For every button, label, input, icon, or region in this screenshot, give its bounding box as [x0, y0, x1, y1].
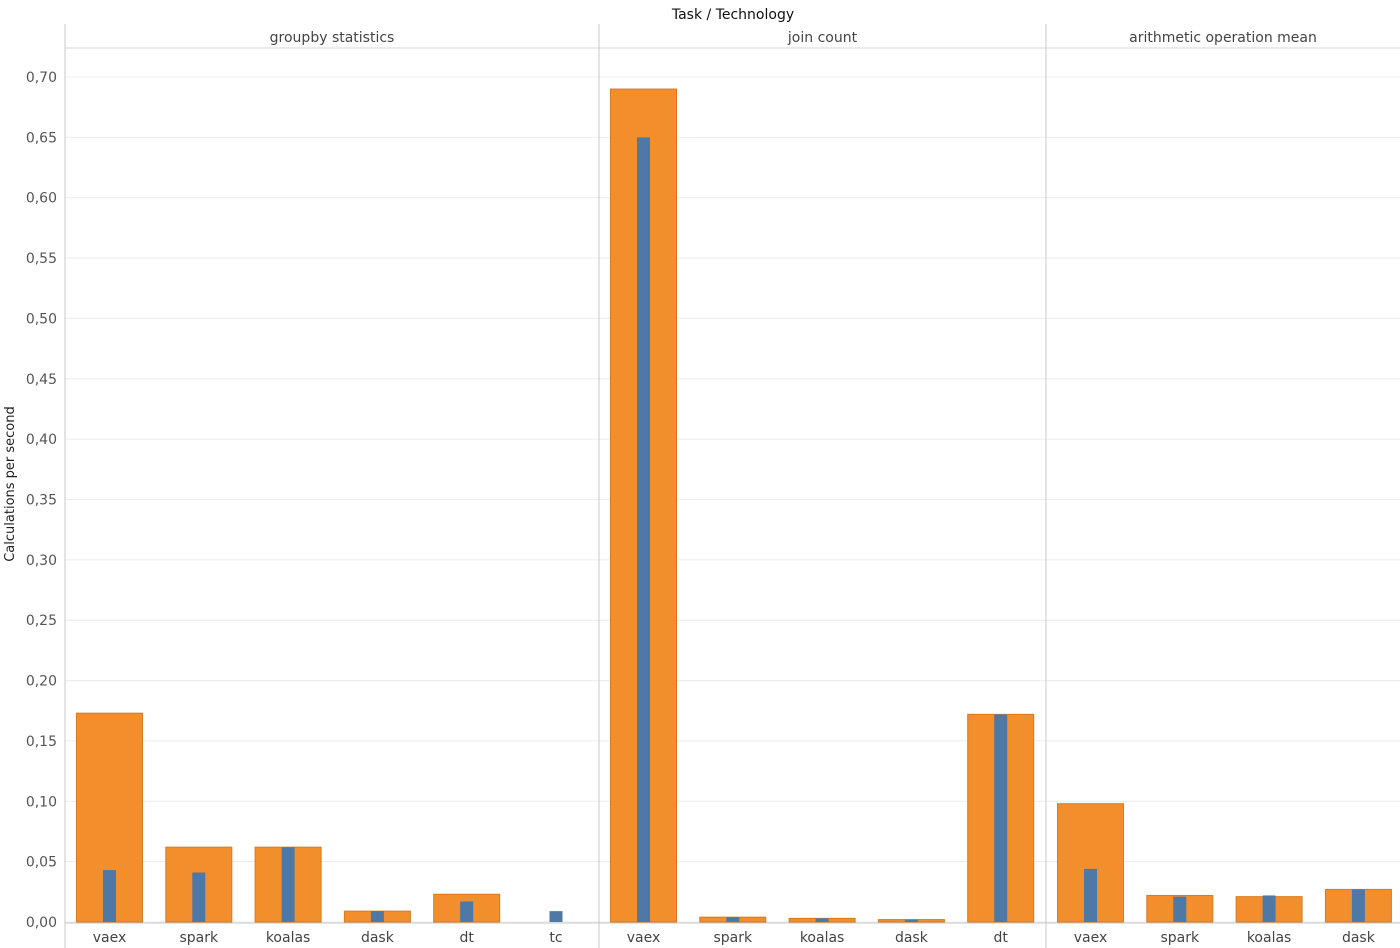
panel-title: join count [787, 30, 858, 46]
y-tick-label: 0,40 [26, 432, 57, 448]
x-tick-label: vaex [1074, 930, 1108, 946]
y-tick-labels: 0,00 0,05 0,10 0,15 0,20 0,25 0,30 0,35 0,40 0,45… [26, 70, 57, 931]
panels: groupby statistics vaex spark koalas dask dt t… [76, 30, 1392, 946]
bar-narrow [637, 137, 650, 922]
bar-narrow [370, 911, 384, 922]
bar-narrow [281, 847, 295, 922]
x-tick-label: dt [460, 930, 475, 946]
bar-narrow [1262, 895, 1276, 922]
x-tick-label: spark [179, 930, 219, 946]
x-tick-label: koalas [266, 930, 311, 946]
y-tick-label: 0,10 [26, 794, 57, 810]
x-tick-label: spark [1160, 930, 1200, 946]
x-tick-label: spark [713, 930, 753, 946]
x-tick-label: vaex [93, 930, 127, 946]
y-tick-label: 0,30 [26, 553, 57, 569]
x-tick-label: dask [895, 930, 929, 946]
panel-groupby-statistics: groupby statistics vaex spark koalas dask dt t… [76, 30, 563, 946]
panel-join-count: join count vaex spark koalas dask dt [610, 30, 1035, 946]
y-tick-label: 0,05 [26, 855, 57, 871]
x-tick-label: vaex [627, 930, 661, 946]
bar-narrow [726, 917, 740, 922]
x-tick-label: tc [549, 930, 562, 946]
y-tick-label: 0,25 [26, 613, 57, 629]
x-tick-label: koalas [800, 930, 845, 946]
x-tick-label: dask [361, 930, 395, 946]
x-tick-label: koalas [1247, 930, 1292, 946]
y-tick-label: 0,45 [26, 372, 57, 388]
y-tick-label: 0,20 [26, 674, 57, 690]
y-tick-label: 0,55 [26, 251, 57, 267]
bar-narrow [549, 911, 563, 922]
bar-narrow [1351, 889, 1365, 922]
y-tick-label: 0,15 [26, 734, 57, 750]
y-tick-label: 0,60 [26, 191, 57, 207]
bar-narrow [192, 872, 206, 922]
chart-title: Task / Technology [671, 7, 794, 23]
bar-narrow [1173, 896, 1187, 922]
bar-narrow [815, 918, 829, 922]
y-tick-label: 0,00 [26, 915, 57, 931]
y-tick-label: 0,35 [26, 493, 57, 509]
bar-narrow [1084, 868, 1097, 922]
bar-narrow [994, 714, 1008, 922]
y-tick-label: 0,50 [26, 311, 57, 327]
bar-narrow [103, 870, 116, 922]
x-tick-label: dask [1342, 930, 1376, 946]
y-axis-label: Calculations per second [3, 406, 18, 562]
grid [64, 24, 1400, 948]
y-tick-label: 0,70 [26, 70, 57, 86]
x-tick-label: dt [994, 930, 1009, 946]
bar-narrow [460, 901, 474, 922]
panel-title: arithmetic operation mean [1129, 30, 1317, 46]
panel-title: groupby statistics [270, 30, 395, 46]
panel-arithmetic-operation-mean: arithmetic operation mean vaex spark koalas… [1057, 30, 1392, 946]
bar-narrow [904, 919, 918, 922]
y-tick-label: 0,65 [26, 130, 57, 146]
